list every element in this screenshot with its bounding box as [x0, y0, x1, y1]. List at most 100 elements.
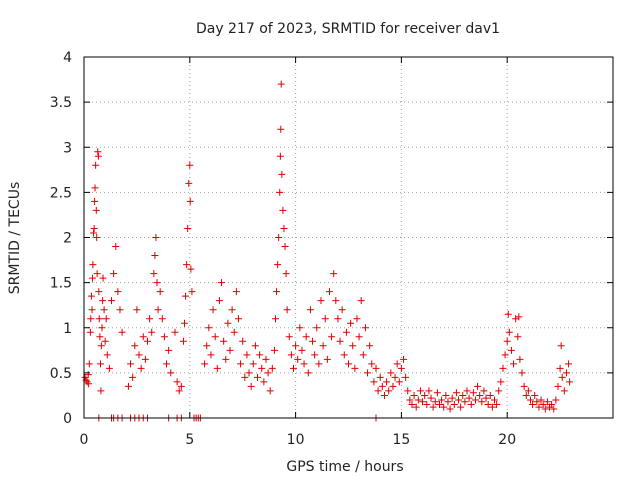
data-point	[444, 398, 452, 406]
data-point	[289, 364, 297, 372]
data-point	[173, 378, 181, 386]
data-point	[226, 346, 234, 354]
data-point	[512, 315, 520, 323]
data-point	[213, 364, 221, 372]
data-point	[469, 389, 477, 397]
data-point	[529, 400, 537, 408]
data-point	[556, 364, 564, 372]
data-point	[313, 324, 321, 332]
data-point	[187, 265, 195, 273]
data-point	[277, 125, 285, 133]
data-point	[325, 288, 333, 296]
data-point	[372, 364, 380, 372]
data-point	[452, 389, 460, 397]
data-point	[364, 369, 372, 377]
data-point	[395, 378, 403, 386]
x-tick-label: 20	[498, 432, 516, 448]
data-point	[332, 297, 340, 305]
x-tick-label: 0	[80, 432, 89, 448]
data-point	[368, 360, 376, 368]
data-point	[294, 355, 302, 363]
data-point	[91, 184, 99, 192]
data-point	[385, 387, 393, 395]
data-point	[357, 297, 365, 305]
data-point	[270, 346, 278, 354]
data-point	[89, 261, 97, 269]
data-point	[543, 398, 551, 406]
data-point	[558, 373, 566, 381]
data-point	[92, 161, 100, 169]
data-point	[207, 351, 215, 359]
data-point	[185, 179, 193, 187]
data-point	[93, 270, 101, 278]
data-point	[408, 400, 416, 408]
data-point	[274, 261, 282, 269]
data-point	[131, 342, 139, 350]
data-point	[148, 328, 156, 336]
data-point	[478, 398, 486, 406]
data-point	[135, 351, 143, 359]
data-point	[133, 306, 141, 314]
data-point	[209, 306, 217, 314]
y-axis-tick-labels: 0 0.5 1 1.5 2 2.5 3 3.5 4	[50, 50, 72, 427]
data-point	[275, 234, 283, 241]
data-point	[336, 337, 344, 345]
data-point	[410, 391, 418, 399]
data-point	[141, 355, 149, 363]
data-point	[476, 391, 484, 399]
data-point	[186, 161, 194, 169]
data-point	[103, 351, 111, 359]
data-point	[537, 396, 545, 404]
data-point	[338, 306, 346, 314]
data-point	[412, 403, 420, 411]
data-point	[102, 315, 110, 323]
data-point	[278, 170, 286, 178]
data-point	[87, 292, 95, 300]
data-point	[118, 328, 126, 336]
y-tick-label: 1	[63, 321, 72, 337]
data-point	[129, 373, 137, 381]
data-point	[88, 306, 96, 314]
chart-title: Day 217 of 2023, SRMTID for receiver dav…	[196, 21, 500, 37]
data-point	[266, 387, 274, 395]
data-point	[376, 373, 384, 381]
x-axis-label: GPS time / hours	[286, 459, 403, 475]
data-point	[419, 398, 427, 406]
data-point	[457, 403, 465, 411]
data-point	[150, 270, 158, 278]
data-point	[562, 369, 570, 377]
data-point	[533, 398, 541, 406]
data-point	[433, 389, 441, 397]
data-point	[387, 369, 395, 377]
data-point	[448, 394, 456, 402]
data-point	[351, 364, 359, 372]
data-point	[273, 288, 281, 296]
data-point	[311, 351, 319, 359]
data-point	[254, 373, 262, 381]
data-point	[177, 382, 185, 390]
data-point	[531, 391, 539, 399]
data-point	[440, 403, 448, 411]
data-point	[524, 387, 532, 395]
data-point	[94, 152, 102, 160]
data-point	[347, 319, 355, 327]
data-point	[101, 337, 109, 345]
y-tick-label: 3.5	[50, 95, 72, 111]
data-point	[463, 387, 471, 395]
y-tick-label: 3	[63, 140, 72, 156]
data-point	[224, 319, 232, 327]
data-point	[215, 297, 223, 305]
data-point	[281, 243, 289, 251]
data-point	[114, 288, 122, 296]
data-point	[116, 306, 124, 314]
data-point	[94, 148, 102, 156]
data-point	[186, 197, 194, 205]
data-point	[391, 373, 399, 381]
data-point	[276, 188, 284, 196]
data-point	[151, 252, 159, 260]
data-point	[421, 391, 429, 399]
data-point	[507, 346, 515, 354]
data-point	[260, 378, 268, 386]
data-point	[482, 394, 490, 402]
data-point	[522, 391, 530, 399]
